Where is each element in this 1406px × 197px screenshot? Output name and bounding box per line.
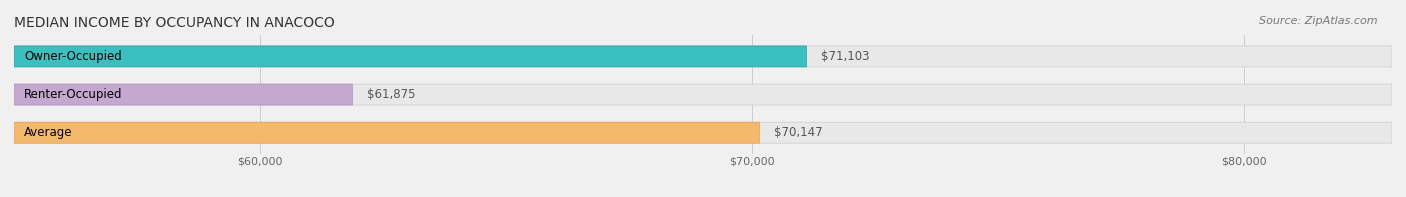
Text: Owner-Occupied: Owner-Occupied <box>24 50 122 63</box>
FancyBboxPatch shape <box>14 46 807 67</box>
Text: Renter-Occupied: Renter-Occupied <box>24 88 122 101</box>
FancyBboxPatch shape <box>14 84 1392 105</box>
FancyBboxPatch shape <box>14 46 1392 67</box>
Text: Source: ZipAtlas.com: Source: ZipAtlas.com <box>1260 16 1378 26</box>
Text: Average: Average <box>24 126 72 139</box>
Text: MEDIAN INCOME BY OCCUPANCY IN ANACOCO: MEDIAN INCOME BY OCCUPANCY IN ANACOCO <box>14 16 335 30</box>
Text: $61,875: $61,875 <box>367 88 416 101</box>
Text: $71,103: $71,103 <box>821 50 870 63</box>
Text: $70,147: $70,147 <box>775 126 823 139</box>
FancyBboxPatch shape <box>14 84 353 105</box>
FancyBboxPatch shape <box>14 122 1392 143</box>
FancyBboxPatch shape <box>14 122 759 143</box>
